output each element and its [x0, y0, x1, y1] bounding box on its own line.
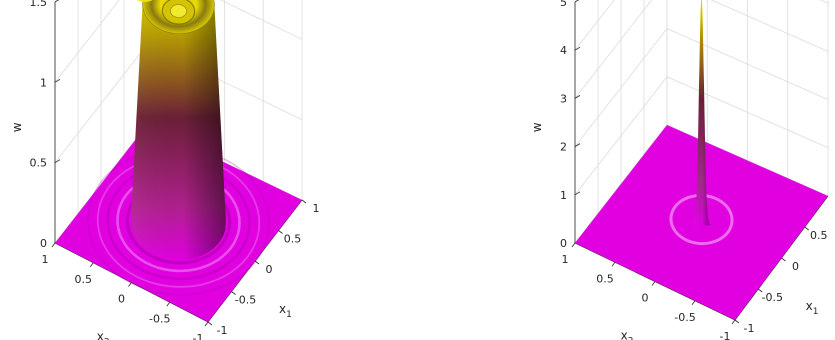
x2-axis-label: x2 [97, 329, 110, 340]
x1-tick-label: -1 [744, 322, 755, 335]
surface-plot-right: 0 1 2 3 4 5 w 1 0.5 0 -0.5 -1 x2 -1 -0.5 0 0.5 x1 [530, 0, 829, 340]
x2-tick-label: 0.5 [75, 273, 93, 286]
z-tick-label: 1 [40, 76, 47, 89]
x1-tick-label: 0 [266, 263, 273, 276]
z-tick-label: 0.5 [30, 157, 48, 170]
z-axis-label: w [10, 122, 24, 132]
x1-tick-label: 0.5 [284, 233, 302, 246]
x1-tick-label: 1 [313, 202, 320, 215]
x2-tick-label: 0 [118, 293, 125, 306]
x1-axis-label: x1 [279, 302, 292, 320]
z-tick-label: 0 [40, 237, 47, 250]
x2-axis-label: x2 [621, 328, 634, 340]
z-tick-label: 3 [560, 92, 567, 105]
x2-tick-label: 0 [642, 292, 649, 305]
z-tick-label: 1 [560, 189, 567, 202]
z-axis-label: w [530, 122, 544, 132]
z-tick-label: 1.5 [30, 0, 48, 9]
x2-tick-label: -0.5 [149, 312, 170, 325]
x1-tick-label: 0.5 [810, 229, 828, 242]
surface-ripple [669, 193, 734, 246]
z-tick-label: 4 [560, 44, 567, 57]
surface-plot-left: 0 0.5 1 1.5 w 1 0.5 0 -0.5 -1 x2 -1 -0.5 0 0.5 1 x1 [10, 0, 320, 340]
x2-tick-label: -1 [193, 332, 204, 340]
x1-tick-label: -1 [217, 324, 228, 337]
x2-tick-label: -1 [720, 330, 731, 340]
x2-tick-label: 0.5 [596, 272, 614, 285]
x2-tick-label: 1 [562, 253, 569, 266]
x1-tick-label: 0 [792, 260, 799, 273]
x1-tick-label: -0.5 [762, 291, 783, 304]
z-tick-label: 0 [560, 237, 567, 250]
x2-tick-label: -0.5 [674, 311, 695, 324]
x1-axis-label: x1 [806, 299, 819, 317]
z-tick-label: 2 [560, 141, 567, 154]
x2-tick-label: 1 [42, 253, 49, 266]
z-tick-label: 5 [560, 0, 567, 9]
x1-tick-label: -0.5 [235, 294, 256, 307]
